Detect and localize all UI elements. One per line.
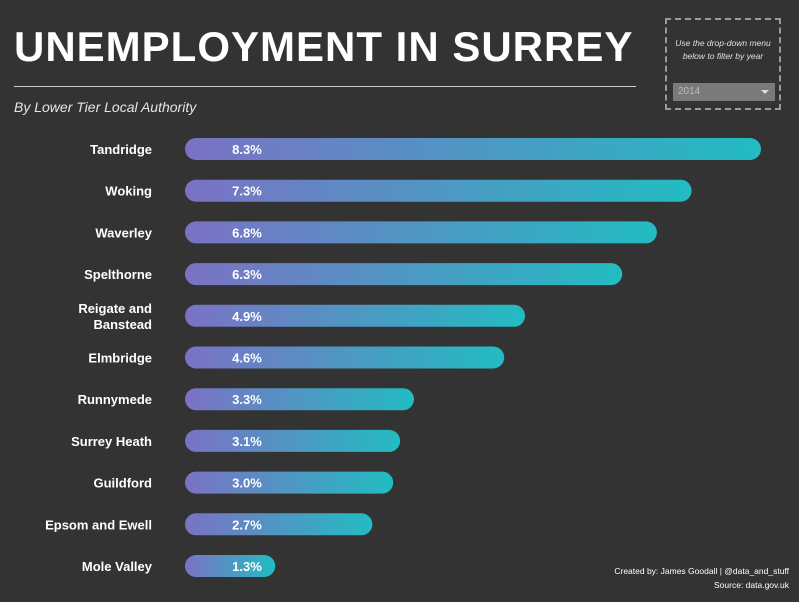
category-label: Reigate and Banstead [78, 301, 152, 332]
bar [185, 138, 761, 160]
bar-value-label: 6.3% [232, 267, 262, 282]
year-dropdown[interactable]: 2014 [673, 83, 775, 101]
bar-value-label: 8.3% [232, 142, 262, 157]
category-label: Mole Valley [82, 559, 153, 574]
bar-value-label: 4.9% [232, 309, 262, 324]
bar-value-label: 2.7% [232, 517, 262, 532]
bar [185, 388, 415, 411]
category-label: Woking [105, 184, 152, 199]
bar-value-label: 6.8% [232, 225, 262, 240]
category-label: Waverley [95, 225, 152, 240]
category-label: Guildford [94, 476, 153, 491]
bar [185, 429, 401, 452]
category-label: Tandridge [90, 142, 152, 157]
data-source: Source: data.gov.uk [714, 580, 789, 590]
bar [185, 555, 276, 577]
bar [185, 304, 526, 327]
year-filter-panel: Use the drop-down menu below to filter b… [665, 18, 781, 110]
bar [185, 263, 623, 286]
bar-value-label: 3.3% [232, 392, 262, 407]
bar-value-label: 1.3% [232, 559, 262, 574]
bars-group: 8.3% Tandridge 7.3% Woking 6.8% Waverley 6.3% S… [45, 138, 761, 577]
category-label: Runnymede [78, 392, 152, 407]
created-by-credit: Created by: James Goodall | @data_and_st… [614, 566, 789, 576]
category-label: Spelthorne [84, 267, 152, 282]
bar [185, 346, 505, 369]
bar [185, 179, 692, 202]
year-dropdown-value: 2014 [678, 86, 701, 97]
bar-value-label: 3.1% [232, 434, 262, 449]
bar [185, 471, 394, 494]
filter-hint-text: Use the drop-down menu below to filter b… [675, 38, 771, 61]
bar-value-label: 4.6% [232, 351, 262, 366]
category-label: Elmbridge [88, 351, 152, 366]
bar [185, 513, 373, 536]
chart-title: UNEMPLOYMENT IN SURREY [14, 23, 634, 70]
bar-value-label: 7.3% [232, 184, 262, 199]
category-label: Epsom and Ewell [45, 517, 152, 532]
chevron-down-icon [761, 90, 769, 94]
bar [185, 221, 657, 244]
bar-value-label: 3.0% [232, 476, 262, 491]
category-label: Surrey Heath [71, 434, 152, 449]
title-divider [14, 86, 636, 87]
chart-subtitle: By Lower Tier Local Authority [14, 99, 197, 115]
